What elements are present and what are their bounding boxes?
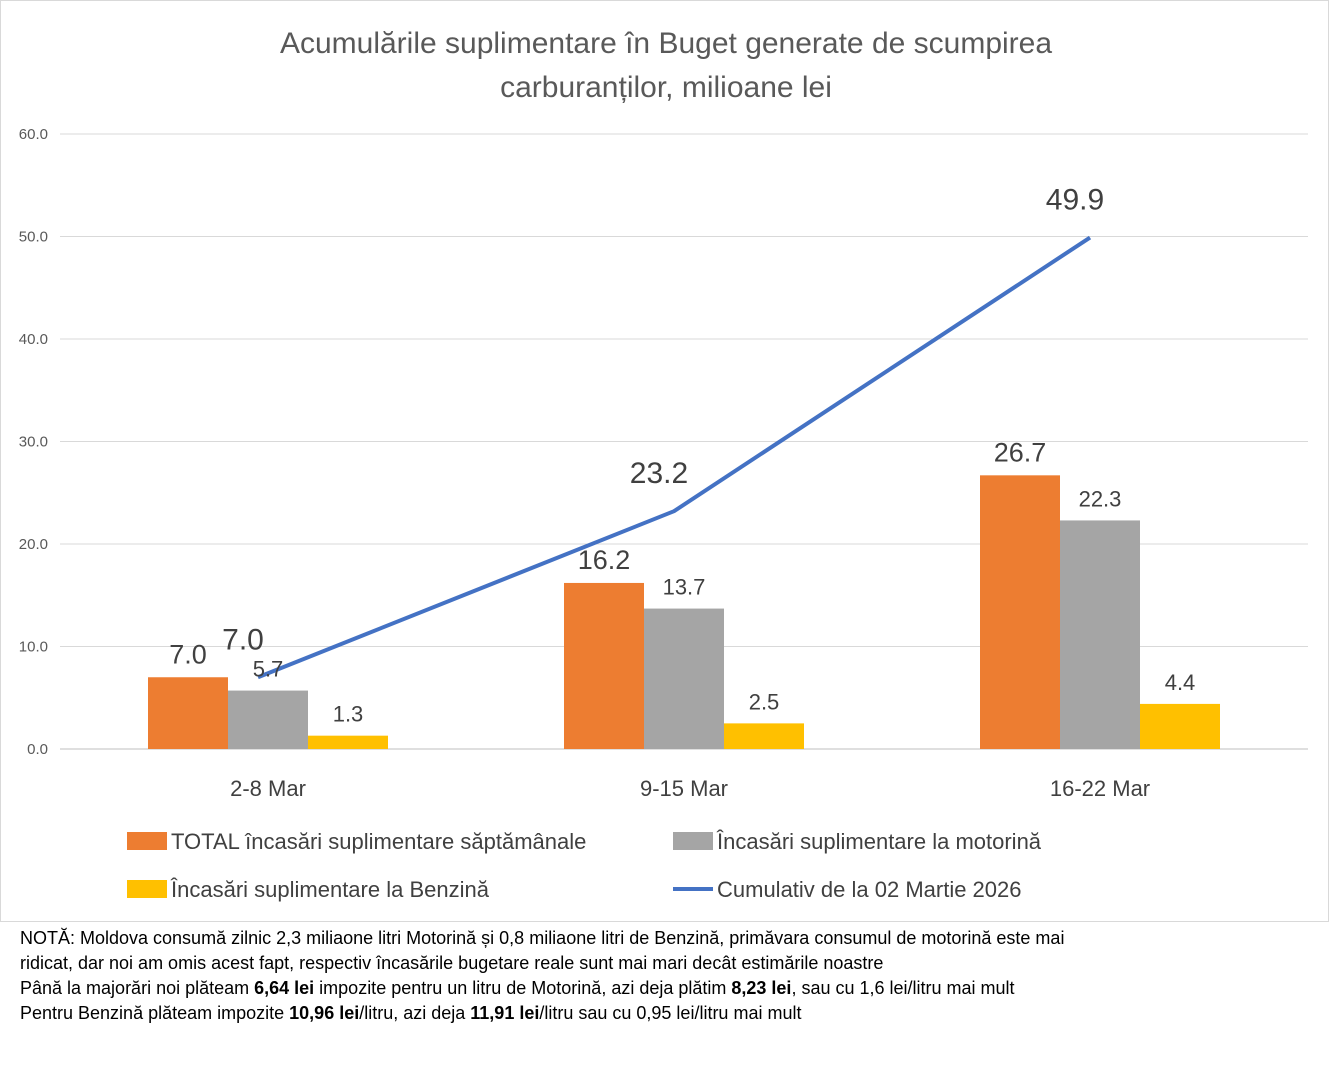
- note-old-diesel-tax: 6,64 lei: [254, 978, 315, 998]
- y-tick-label: 30.0: [19, 434, 48, 451]
- notes-block: NOTĂ: Moldova consumă zilnic 2,3 miliaon…: [20, 926, 1320, 1026]
- bar-value-label: 2.5: [749, 689, 780, 714]
- bar-value-label: 7.0: [169, 639, 207, 669]
- data-labels: 7.0 5.71.316.213.72.526.722.34.47.023.249…: [169, 184, 1195, 727]
- note-old-petrol-tax: 10,96 lei: [289, 1003, 360, 1023]
- legend: TOTAL încasări suplimentare săptămânale …: [127, 829, 1042, 902]
- legend-label-motorina: Încasări suplimentare la motorină: [716, 829, 1042, 854]
- bar-motorina: [228, 690, 308, 749]
- chart-title-line-2: carburanților, milioane lei: [500, 71, 832, 104]
- line-value-label: 23.2: [630, 457, 688, 490]
- legend-label-benzina: Încasări suplimentare la Benzină: [170, 877, 490, 902]
- chart-canvas: Acumulările suplimentare în Buget genera…: [19, 27, 1308, 902]
- bar-total: [148, 677, 228, 749]
- y-tick-label: 20.0: [19, 536, 48, 553]
- bars: [148, 475, 1220, 749]
- bar-total: [564, 582, 644, 749]
- bar-value-label: 16.2: [578, 545, 631, 575]
- cumulative-line-group: [257, 235, 1092, 680]
- legend-label-cumulative: Cumulativ de la 02 Martie 2026: [717, 877, 1022, 902]
- y-tick-label: 50.0: [19, 229, 48, 246]
- line-value-label: 49.9: [1046, 184, 1104, 217]
- bar-value-label: 22.3: [1079, 486, 1122, 511]
- note-line-3: Până la majorări noi plăteam 6,64 lei im…: [20, 976, 1320, 1001]
- note-line-4-part-a: Pentru Benzină plăteam impozite: [20, 1003, 290, 1023]
- note-line-3-part-a: Până la majorări noi plăteam: [20, 978, 255, 998]
- note-new-diesel-tax: 8,23 lei: [731, 978, 792, 998]
- note-line-4: Pentru Benzină plăteam impozite 10,96 le…: [20, 1001, 1320, 1026]
- legend-swatch-motorina: [673, 832, 713, 850]
- bar-total: [980, 475, 1060, 749]
- x-axis-ticks: 2-8 Mar 9-15 Mar 16-22 Mar: [230, 776, 1150, 801]
- bar-benzina: [1140, 703, 1220, 749]
- x-tick-label: 9-15 Mar: [640, 776, 728, 801]
- note-line-4-part-c: /litru, azi deja: [359, 1003, 471, 1023]
- x-tick-label: 16-22 Mar: [1050, 776, 1150, 801]
- bar-value-label: 13.7: [663, 575, 706, 600]
- y-axis-ticks: 0.0 10.0 20.0 30.0 40.0 50.0 60.0: [19, 126, 48, 758]
- x-tick-label: 2-8 Mar: [230, 776, 306, 801]
- bar-motorina: [1060, 520, 1140, 749]
- bar-value-label: 4.4: [1165, 670, 1196, 695]
- bar-benzina: [724, 723, 804, 749]
- chart-frame: [0, 0, 1329, 922]
- note-line-2: ridicat, dar noi am omis acest fapt, res…: [20, 953, 884, 973]
- line-value-label: 7.0: [222, 623, 264, 656]
- y-tick-label: 40.0: [19, 331, 48, 348]
- note-line-4-part-e: /litru sau cu 0,95 lei/litru mai mult: [539, 1003, 802, 1023]
- note-line-1: NOTĂ: Moldova consumă zilnic 2,3 miliaon…: [20, 928, 1065, 948]
- note-line-3-part-c: impozite pentru un litru de Motorină, az…: [314, 978, 732, 998]
- note-new-petrol-tax: 11,91 lei: [470, 1003, 540, 1023]
- y-tick-label: 60.0: [19, 126, 48, 143]
- note-line-3-part-e: , sau cu 1,6 lei/litru mai mult: [791, 978, 1015, 998]
- bar-value-label: 26.7: [994, 437, 1047, 467]
- bar-value-label: 5.7: [253, 657, 284, 682]
- bar-benzina: [308, 735, 388, 749]
- bar-value-label: 1.3: [333, 702, 364, 727]
- chart-title-line-1: Acumulările suplimentare în Buget genera…: [280, 27, 1052, 60]
- y-tick-label: 10.0: [19, 639, 48, 656]
- legend-swatch-total: [127, 832, 167, 850]
- legend-swatch-benzina: [127, 880, 167, 898]
- bar-motorina: [644, 608, 724, 749]
- legend-label-total: TOTAL încasări suplimentare săptămânale: [171, 829, 586, 854]
- y-tick-label: 0.0: [27, 741, 48, 758]
